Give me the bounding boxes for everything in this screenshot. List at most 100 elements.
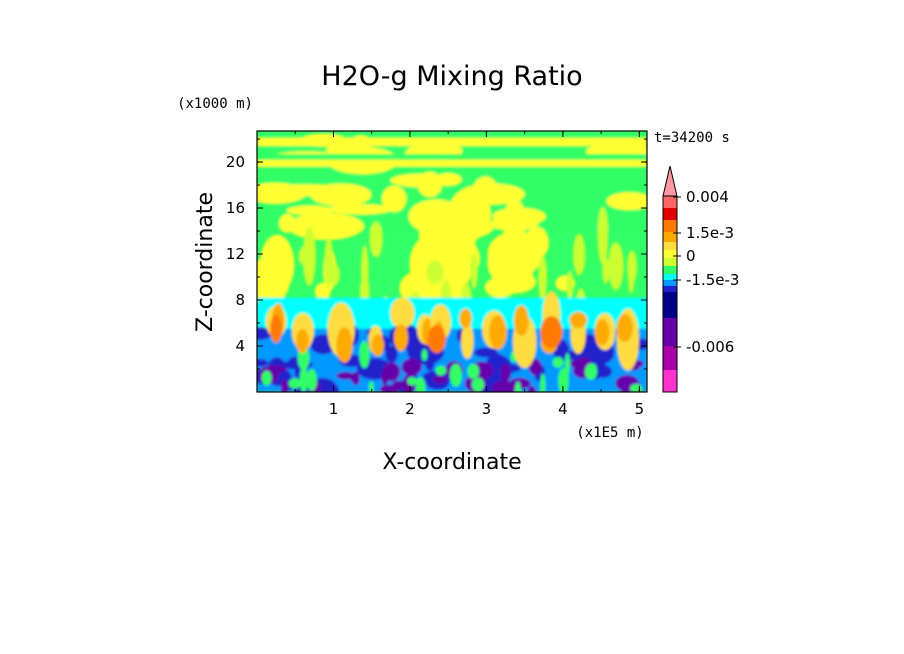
colorbar-segment [663,370,677,392]
contour-field [257,131,647,392]
field-upper-yellow [327,203,393,215]
colorbar-segment [663,258,677,266]
field-lower-green [359,340,370,369]
field-lower-green [261,370,272,386]
field-bottom-purple [336,371,355,380]
colorbar-segment [663,232,677,242]
colorbar-segment [663,318,677,346]
time-label: t=34200 s [654,130,730,146]
colorbar-label: -0.006 [686,338,734,356]
field-mid-lightgreen [608,241,624,291]
field-lower-green [514,381,521,392]
field-upper-yellow [257,182,307,204]
y-tick-label: 16 [226,199,245,217]
field-plume-orange [594,319,610,346]
field-lower-green [540,373,546,392]
y-axis-label: Z-coordinate [193,192,218,332]
field-mid-lightgreen [360,244,369,294]
field-upper-yellow [310,183,372,207]
x-tick-label: 3 [482,400,492,418]
field-upper-yellow [287,212,364,241]
field-mid-lightgreen [324,237,334,288]
field-mid-lightgreen [538,255,548,301]
colorbar-segment [663,274,677,280]
field-mid-lightgreen [627,250,638,284]
field-mid-yellow [491,270,537,294]
x-tick-label: 2 [405,400,415,418]
y-tick-label: 20 [226,153,245,171]
x-tick-label: 5 [635,400,645,418]
field-cyan-layer [257,297,647,329]
field-plume-orange [296,328,309,354]
field-band-yellow-top [257,137,647,146]
field-plume-orange [513,305,529,336]
field-mid-lightgreen [573,234,586,276]
colorbar-segment [663,208,677,220]
colorbar-label: 0.004 [686,188,729,206]
y-unit-label: (x1000 m) [177,96,253,112]
colorbar: 0.004 1.5e-3 0 -1.5e-3 -0.006 [662,165,739,393]
field-mid-yellow [448,188,491,241]
field-bottom-purple [381,369,389,386]
colorbar-label: 0 [686,247,696,265]
field-lower-darkblue [385,345,398,363]
field-plume-yellow [390,297,415,329]
field-lower-darkblue [257,358,269,367]
field-lower-green [306,368,317,392]
colorbar-segment [663,346,677,370]
colorbar-extend-arrow [662,165,678,197]
plot-area [257,131,647,392]
field-lower-green [368,381,374,392]
field-lower-green [299,366,308,392]
field-plume-orange [371,334,385,357]
field-lower-green [415,376,426,392]
field-bottom-purple [350,374,358,383]
field-mid-lightgreen [597,206,609,265]
colorbar-segment [663,242,677,250]
field-lower-green [449,363,462,387]
field-mid-lightgreen [426,260,444,285]
field-upper-yellow [390,173,451,188]
field-upper-yellow [381,185,407,213]
field-lower-green [585,363,598,380]
field-plume-strong [427,325,446,354]
colorbar-segment [663,266,677,274]
field-mid-yellow [279,213,296,233]
field-bottom-purple [401,358,422,376]
field-lower-green [407,377,418,386]
field-plume-orange [459,308,472,329]
field-lower-darkblue [473,347,498,358]
field-mid-lightgreen [302,227,316,286]
y-tick-label: 12 [226,245,245,263]
colorbar-label: -1.5e-3 [686,271,739,289]
field-lower-green [421,349,428,361]
field-plume-yellow [461,323,474,359]
field-bottom-purple [433,375,447,384]
chart-title: H2O-g Mixing Ratio [321,61,582,92]
field-plume-orange [569,311,588,329]
field-lower-green [552,357,564,368]
x-unit-label: (x1E5 m) [576,425,643,441]
x-tick-label: 1 [329,400,339,418]
field-plume-orange [616,313,633,342]
colorbar-label: 1.5e-3 [686,224,734,242]
field-bottom-purple [528,358,542,376]
field-lower-green [471,377,485,392]
field-bottom-purple [500,363,511,383]
colorbar-segment [663,220,677,232]
field-mid-lightgreen [369,221,383,258]
field-upper-yellow [606,192,647,211]
field-plume-orange [336,327,353,363]
field-plume-strong [540,316,563,349]
field-mid-lightgreen [566,270,574,300]
field-lower-green [288,378,301,389]
x-axis-label: X-coordinate [382,450,521,475]
colorbar-segment [663,250,677,258]
field-bottom-purple [280,379,289,392]
field-plume-orange [393,324,408,352]
field-lower-green [564,352,570,376]
field-upper-yellow [286,205,334,216]
colorbar-segment [663,280,677,286]
